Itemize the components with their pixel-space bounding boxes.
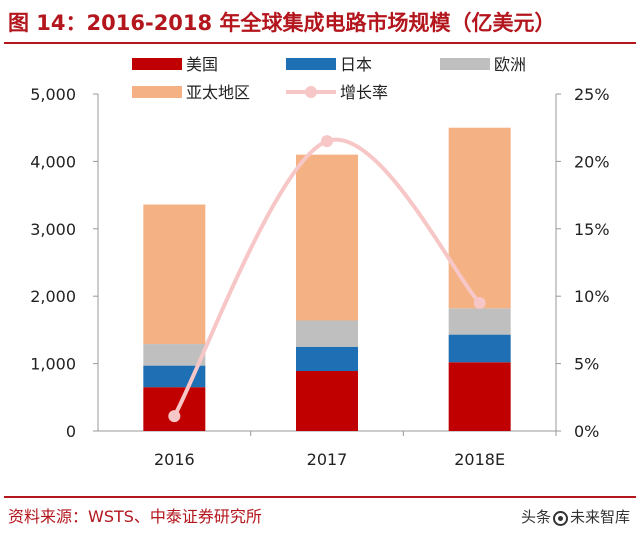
growth-point [473,296,486,309]
watermark-prefix: 头条 [520,508,551,526]
y2-tick-label: 15% [574,220,610,239]
watermark-suffix: 未来智库 [569,508,630,526]
bar-segment [296,154,358,321]
growth-point [168,410,181,423]
y-tick-label: 2,000 [30,287,76,306]
bar-segment [296,346,358,372]
legend-swatch [440,58,490,70]
bar-segment [296,320,358,347]
growth-point [321,135,333,148]
x-tick-label: 2018E [454,450,505,469]
bars [143,127,511,431]
legend-label: 亚太地区 [186,83,250,102]
bar-segment [448,362,511,431]
y-tick-label: 0 [66,422,76,441]
y2-tick-label: 5% [574,355,599,374]
legend-label: 欧洲 [494,55,526,74]
source-note: 资料来源：WSTS、中泰证券研究所 [8,507,262,526]
title-divider [4,42,636,44]
bar-segment [143,204,206,345]
page-title: 图 14：2016-2018 年全球集成电路市场规模（亿美元） [8,11,556,35]
bar-segment [296,371,358,431]
watermark: 头条 未来智库 [521,506,630,527]
watermark-logo-icon [552,511,568,526]
axes: 0 1,000 2,000 3,000 4,000 5,000 0% 5% 10% 15% 20% 2… [30,85,609,469]
y-tick-label: 3,000 [30,220,76,239]
bar-segment [448,308,511,335]
y2-tick-label: 0% [574,422,599,441]
y-tick-label: 4,000 [30,152,76,171]
legend-label: 增长率 [340,83,388,102]
bar-segment [143,387,206,431]
x-tick-label: 2017 [307,450,348,469]
y-tick-label: 5,000 [30,85,76,104]
legend-swatch [286,58,336,70]
bar-segment [143,344,206,366]
y2-tick-label: 25% [574,85,610,104]
legend-label: 美国 [186,55,218,74]
legend-line-marker [305,86,317,98]
footer-divider [4,496,636,498]
x-tick-label: 2016 [154,450,195,469]
legend-swatch [132,86,182,98]
y2-tick-label: 20% [574,152,610,171]
bar-segment [448,127,511,309]
legend-label: 日本 [340,55,372,74]
growth-line [168,135,486,423]
legend-swatch [132,58,182,70]
y-tick-label: 1,000 [30,355,76,374]
bar-segment [448,334,511,363]
y2-tick-label: 10% [574,287,610,306]
